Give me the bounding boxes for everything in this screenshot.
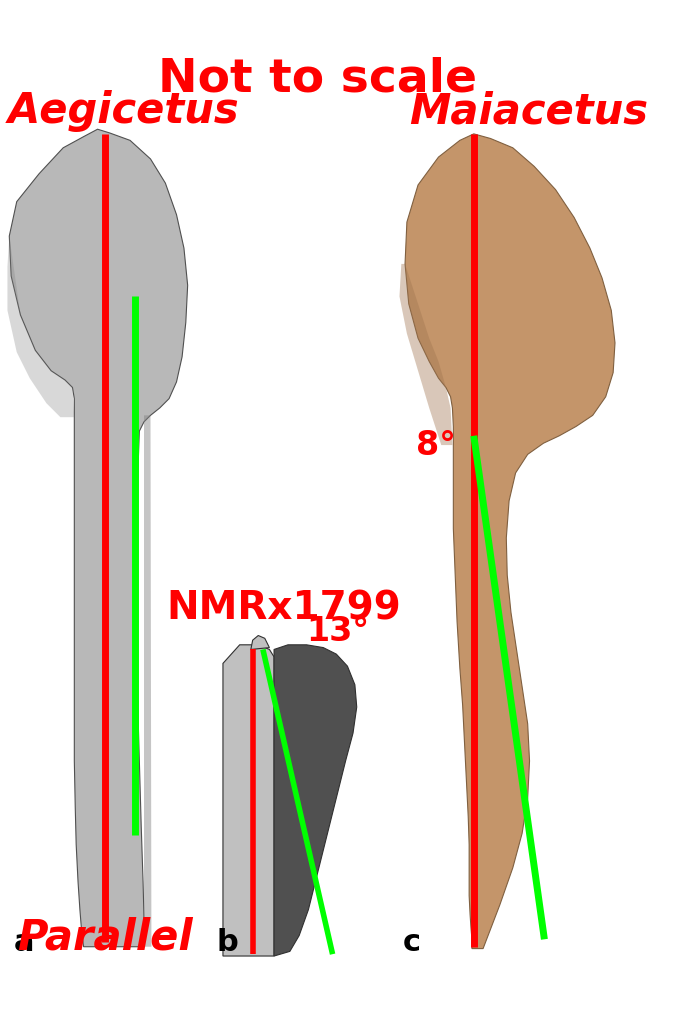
Polygon shape (251, 635, 269, 650)
Polygon shape (10, 129, 188, 946)
Polygon shape (8, 236, 74, 417)
Text: a: a (14, 928, 34, 958)
Polygon shape (144, 415, 151, 946)
Text: Maiacetus: Maiacetus (409, 90, 648, 132)
Text: 13°: 13° (307, 615, 370, 648)
Polygon shape (399, 264, 452, 445)
Text: 8°: 8° (416, 429, 456, 461)
Polygon shape (274, 644, 357, 957)
Text: Not to scale: Not to scale (158, 56, 477, 101)
Polygon shape (405, 134, 615, 948)
Polygon shape (223, 644, 274, 957)
Text: Aegicetus: Aegicetus (8, 90, 239, 132)
Text: c: c (402, 928, 421, 958)
Text: b: b (216, 928, 238, 958)
Text: Parallel: Parallel (17, 917, 192, 959)
Text: NMRx1799: NMRx1799 (166, 589, 401, 627)
